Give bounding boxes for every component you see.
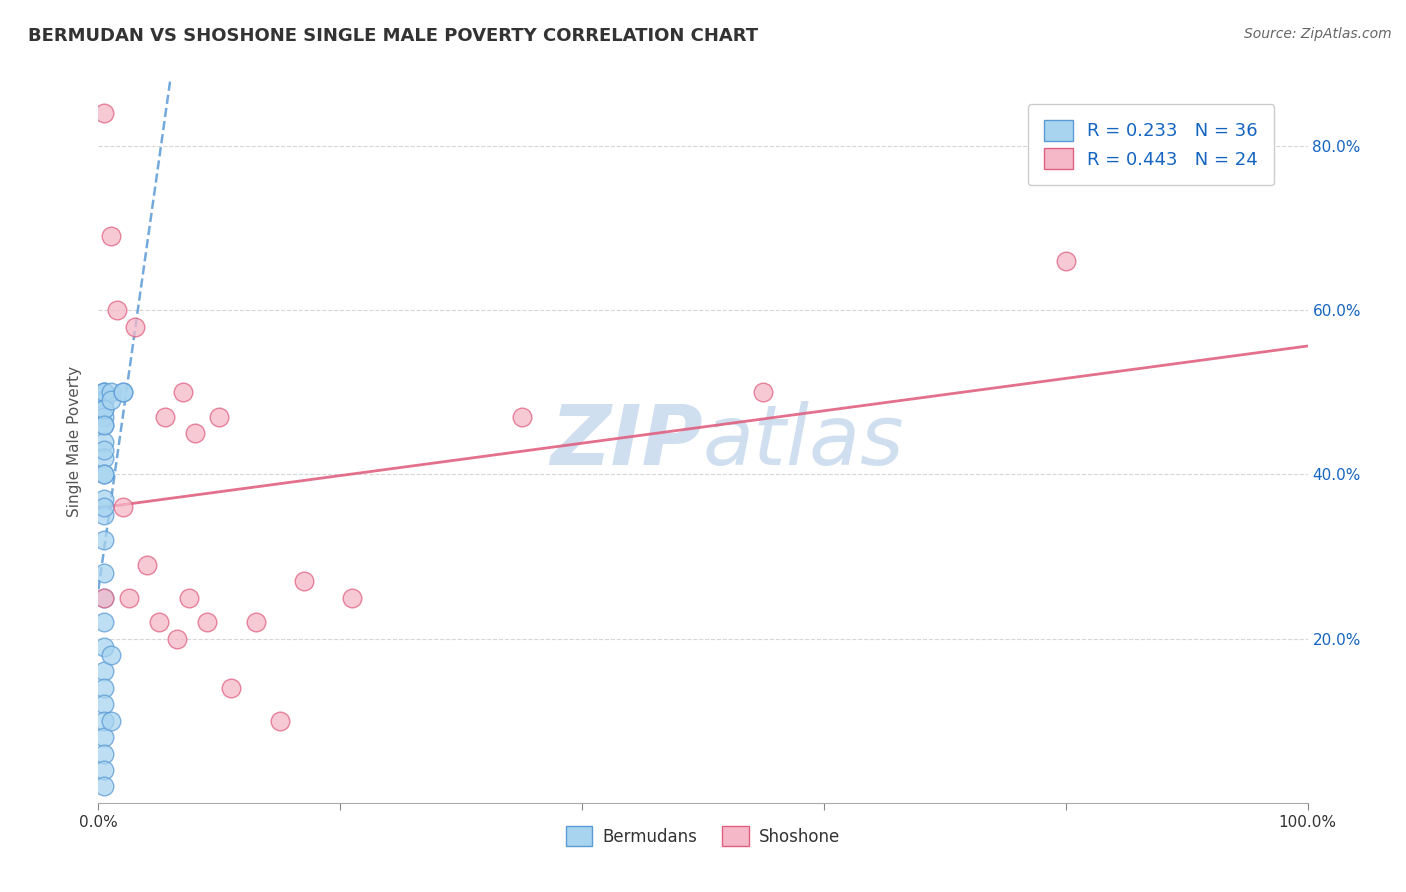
Point (100, 714, 122, 728)
Point (93, 780, 115, 794)
Point (93, 533, 115, 547)
Point (93, 698, 115, 712)
Point (93, 714, 115, 728)
Point (245, 615, 267, 630)
Point (93, 491, 115, 506)
Point (752, 385, 775, 400)
Point (111, 385, 134, 400)
Point (93, 591, 115, 605)
Point (208, 409, 231, 424)
Point (93, 106, 115, 120)
Point (184, 426, 207, 441)
Point (135, 558, 157, 572)
Point (93, 467, 115, 482)
Point (172, 385, 194, 400)
Point (111, 385, 134, 400)
Point (221, 681, 243, 695)
Point (118, 591, 141, 605)
Point (93, 730, 115, 744)
Point (124, 319, 146, 334)
Point (93, 591, 115, 605)
Point (93, 615, 115, 630)
Point (93, 681, 115, 695)
Point (93, 566, 115, 580)
Point (179, 591, 201, 605)
Point (93, 418, 115, 433)
Point (93, 434, 115, 449)
Point (100, 393, 122, 408)
Point (166, 632, 188, 646)
Point (510, 409, 533, 424)
Point (1054, 253, 1077, 268)
Point (100, 229, 122, 244)
Point (93, 418, 115, 433)
Point (93, 467, 115, 482)
Point (93, 385, 115, 400)
Point (93, 385, 115, 400)
Point (93, 450, 115, 465)
Point (105, 303, 128, 318)
Point (93, 393, 115, 408)
Y-axis label: Single Male Poverty: Single Male Poverty (67, 366, 83, 517)
Point (93, 508, 115, 523)
Point (292, 574, 315, 588)
Point (93, 500, 115, 515)
Point (93, 640, 115, 654)
Point (111, 500, 134, 515)
Text: BERMUDAN VS SHOSHONE SINGLE MALE POVERTY CORRELATION CHART: BERMUDAN VS SHOSHONE SINGLE MALE POVERTY… (28, 27, 758, 45)
Point (93, 385, 115, 400)
Point (93, 747, 115, 761)
Point (195, 615, 218, 630)
Point (93, 442, 115, 457)
Text: Source: ZipAtlas.com: Source: ZipAtlas.com (1244, 27, 1392, 41)
Point (93, 763, 115, 777)
Point (93, 665, 115, 679)
Point (100, 385, 122, 400)
Point (93, 401, 115, 416)
Text: atlas: atlas (703, 401, 904, 482)
Legend: Bermudans, Shoshone: Bermudans, Shoshone (560, 820, 846, 852)
Point (93, 409, 115, 424)
Point (342, 591, 364, 605)
Point (148, 615, 170, 630)
Point (100, 648, 122, 662)
Point (153, 409, 176, 424)
Point (269, 714, 291, 728)
Point (93, 401, 115, 416)
Text: ZIP: ZIP (550, 401, 703, 482)
